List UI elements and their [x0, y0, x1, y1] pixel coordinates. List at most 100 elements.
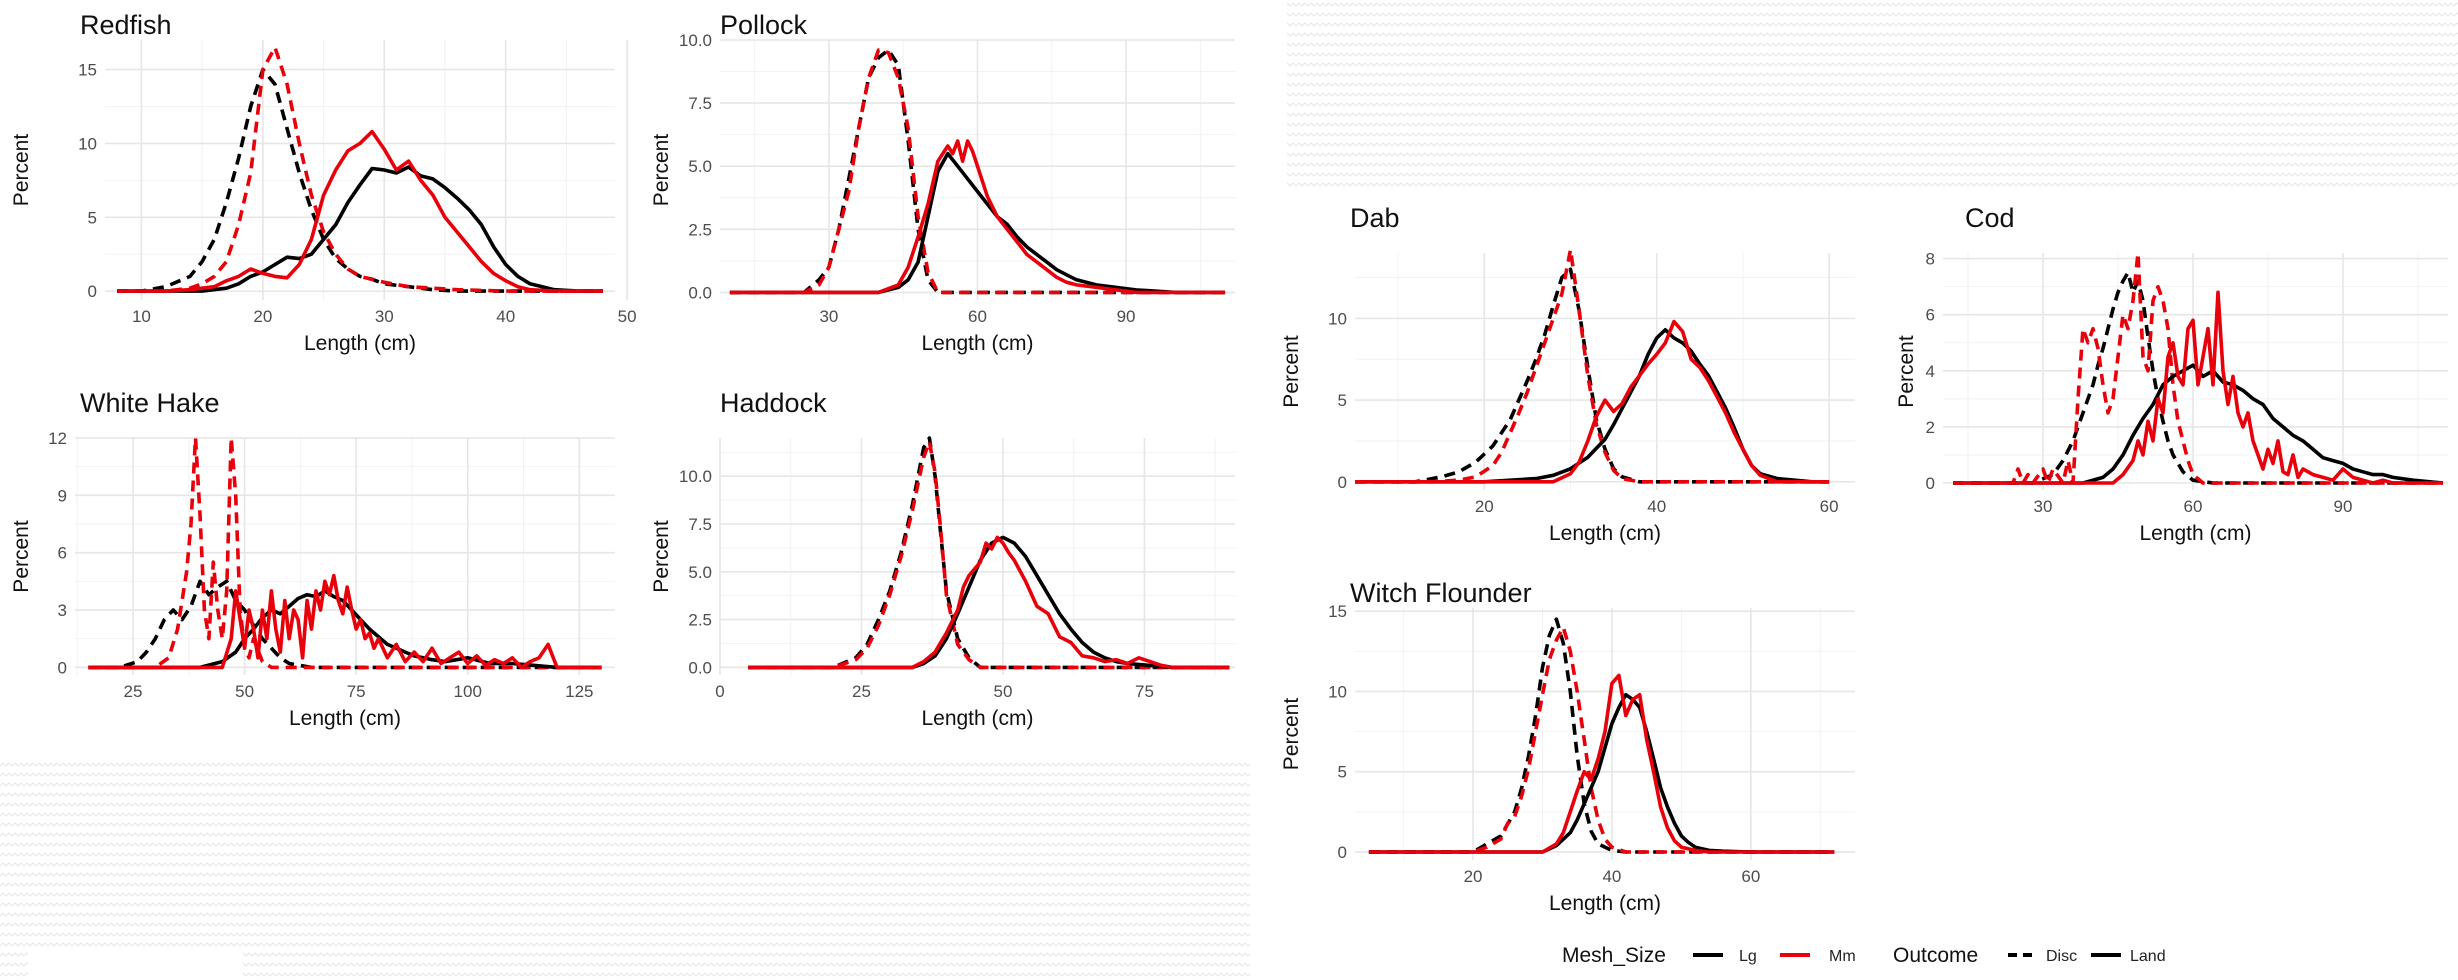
white-hake-x-tick-label: 75 — [347, 682, 366, 701]
haddock-line-mm-land — [748, 535, 1230, 670]
haddock-grid — [719, 438, 1235, 675]
redfish-x-tick-label: 10 — [132, 307, 151, 326]
witch-flounder-x-axis-title: Length (cm) — [1549, 892, 1661, 915]
dab-y-axis-title: Percent — [1280, 335, 1303, 408]
witch-flounder-y-tick-label: 0 — [1338, 843, 1347, 862]
pollock-series — [729, 48, 1226, 295]
white-hake-y-tick-label: 12 — [48, 429, 67, 448]
haddock-line-mm-disc — [748, 440, 1230, 670]
pollock-y-ticks: 0.0 2.5 5.0 7.5 10.0 — [679, 31, 712, 302]
haddock-y-tick-label: 7.5 — [688, 515, 712, 534]
dab-line-lg-disc — [1355, 267, 1830, 484]
haddock-y-tick-label: 2.5 — [688, 611, 712, 630]
haddock-x-tick-label: 0 — [715, 682, 724, 701]
dab-x-tick-label: 40 — [1647, 497, 1666, 516]
dab-y-ticks: 0 5 10 — [1328, 309, 1347, 491]
legend-key-disc-label: Disc — [2046, 948, 2077, 965]
pollock-line-mm-land — [729, 139, 1226, 295]
witch-flounder-y-tick-label: 15 — [1328, 602, 1347, 621]
haddock-x-axis-title: Length (cm) — [921, 707, 1033, 730]
dab-title: Dab — [1350, 203, 1400, 233]
witch-flounder-y-axis-title: Percent — [1280, 698, 1303, 771]
cod-y-axis-title: Percent — [1895, 335, 1918, 408]
pollock-x-tick-label: 30 — [819, 307, 838, 326]
haddock-series — [748, 436, 1230, 670]
cod-y-tick-label: 2 — [1926, 418, 1935, 437]
pollock-line-mm-disc — [729, 48, 1226, 295]
pollock-title: Pollock — [720, 10, 808, 40]
dab-x-ticks: 20 40 60 — [1475, 497, 1839, 516]
redfish-grid — [105, 40, 628, 300]
redfish-line-mm-land — [117, 129, 603, 293]
cod-series — [1953, 251, 2444, 485]
white-hake-line-mm-land — [88, 573, 602, 670]
witch-flounder-series — [1368, 617, 1835, 854]
cod-x-tick-label: 60 — [2184, 497, 2203, 516]
witch-flounder-line-lg-land — [1368, 692, 1835, 854]
witch-flounder-line-mm-land — [1368, 673, 1835, 854]
legend-outcome-title: Outcome — [1893, 944, 1978, 967]
haddock-y-ticks: 0.0 2.5 5.0 7.5 10.0 — [679, 467, 712, 677]
white-hake-y-tick-label: 3 — [58, 601, 67, 620]
haddock-x-ticks: 0 25 50 75 — [715, 682, 1154, 701]
haddock-x-tick-label: 25 — [852, 682, 871, 701]
cod-x-tick-label: 30 — [2034, 497, 2053, 516]
pollock-x-tick-label: 60 — [968, 307, 987, 326]
white-patch — [28, 950, 243, 980]
dab-y-tick-label: 10 — [1328, 309, 1347, 328]
panel-haddock: 0 25 50 75 0.0 2.5 5.0 7.5 10.0 Haddock Length (cm… — [650, 388, 1235, 730]
legend-mesh-title: Mesh_Size — [1562, 944, 1666, 967]
redfish-x-tick-label: 30 — [375, 307, 394, 326]
cod-x-ticks: 30 60 90 — [2034, 497, 2353, 516]
witch-flounder-title: Witch Flounder — [1350, 578, 1532, 608]
witch-flounder-y-ticks: 0 5 10 15 — [1328, 602, 1347, 862]
redfish-x-tick-label: 50 — [618, 307, 637, 326]
witch-flounder-line-lg-disc — [1368, 617, 1835, 854]
white-hake-y-axis-title: Percent — [10, 520, 33, 593]
cod-y-tick-label: 6 — [1926, 306, 1935, 325]
cod-y-tick-label: 4 — [1926, 362, 1935, 381]
legend-key-land-label: Land — [2130, 948, 2166, 965]
cod-y-tick-label: 8 — [1926, 250, 1935, 269]
white-hake-x-tick-label: 25 — [124, 682, 143, 701]
white-hake-y-tick-label: 0 — [58, 658, 67, 677]
white-hake-line-lg-disc — [88, 579, 602, 670]
cod-y-ticks: 0 2 4 6 8 — [1926, 250, 1935, 493]
redfish-x-axis-title: Length (cm) — [304, 332, 416, 355]
panel-redfish: 10 20 30 40 50 0 5 10 15 Redfish Length (cm) Percen… — [10, 10, 637, 355]
pollock-y-tick-label: 5.0 — [688, 157, 712, 176]
panel-dab: 20 40 60 0 5 10 Dab Length (cm) Percent — [1280, 203, 1855, 545]
witch-flounder-grid — [1355, 608, 1855, 860]
white-hake-x-axis-title: Length (cm) — [289, 707, 401, 730]
pollock-y-tick-label: 0.0 — [688, 283, 712, 302]
dab-line-mm-land — [1355, 319, 1830, 484]
haddock-y-axis-title: Percent — [650, 520, 673, 593]
redfish-line-lg-land — [117, 165, 603, 293]
white-hake-x-tick-label: 100 — [454, 682, 482, 701]
redfish-y-axis-title: Percent — [10, 134, 33, 207]
haddock-y-tick-label: 5.0 — [688, 563, 712, 582]
dab-x-tick-label: 20 — [1475, 497, 1494, 516]
panel-cod: 30 60 90 0 2 4 6 8 Cod Length (cm) Percent — [1895, 203, 2448, 545]
pollock-line-lg-disc — [729, 48, 1226, 295]
texture-bottom-left — [0, 760, 1250, 980]
dab-x-tick-label: 60 — [1820, 497, 1839, 516]
pollock-y-tick-label: 2.5 — [688, 220, 712, 239]
white-hake-title: White Hake — [80, 388, 220, 418]
dab-line-mm-disc — [1355, 247, 1830, 484]
white-hake-y-ticks: 0 3 6 9 12 — [48, 429, 67, 677]
redfish-y-tick-label: 15 — [78, 61, 97, 80]
witch-flounder-y-tick-label: 5 — [1338, 763, 1347, 782]
cod-line-mm-land — [1953, 290, 2443, 485]
witch-flounder-line-mm-disc — [1368, 625, 1835, 854]
redfish-y-tick-label: 0 — [88, 282, 97, 301]
cod-x-tick-label: 90 — [2334, 497, 2353, 516]
haddock-x-tick-label: 75 — [1135, 682, 1154, 701]
haddock-line-lg-land — [748, 535, 1230, 670]
pollock-y-tick-label: 10.0 — [679, 31, 712, 50]
dab-y-tick-label: 5 — [1338, 391, 1347, 410]
redfish-x-ticks: 10 20 30 40 50 — [132, 307, 637, 326]
redfish-line-mm-disc — [117, 45, 603, 293]
witch-flounder-x-tick-label: 20 — [1464, 867, 1483, 886]
